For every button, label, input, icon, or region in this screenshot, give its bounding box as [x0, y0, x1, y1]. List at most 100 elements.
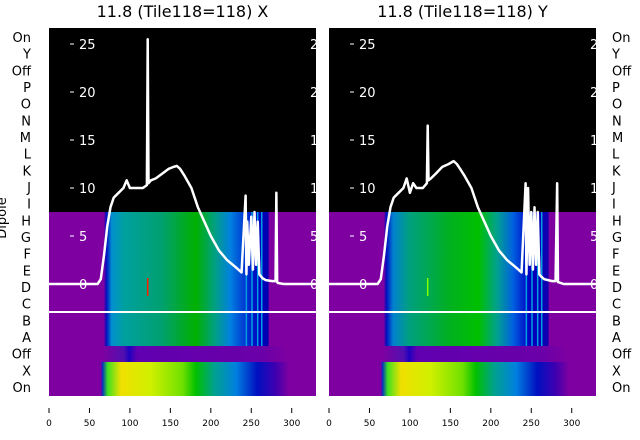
- plot-background: [329, 28, 596, 212]
- y-tick-label: 20: [359, 86, 376, 101]
- heatmap-stripe: [525, 212, 528, 346]
- row-label: D: [21, 281, 31, 296]
- row-label: C: [22, 298, 31, 313]
- row-label: F: [612, 248, 619, 263]
- y-tick-label: 5: [359, 230, 367, 245]
- x-tick-label: 200: [482, 419, 499, 429]
- x-tick-label: 200: [202, 419, 219, 429]
- row-label: On: [13, 381, 31, 396]
- row-label: C: [612, 298, 621, 313]
- plot-background: [49, 28, 316, 212]
- row-label: On: [612, 381, 630, 396]
- row-label: E: [612, 264, 620, 279]
- row-label: I: [27, 198, 31, 213]
- y-tick-label: 25: [79, 38, 96, 53]
- heatmap-stripe: [245, 212, 248, 346]
- row-label: Off: [12, 64, 32, 79]
- y-tick-label: 5: [79, 230, 87, 245]
- row-label: Off: [612, 348, 632, 363]
- row-label: N: [612, 114, 622, 129]
- y-tick-label: 10: [79, 182, 96, 197]
- row-label: G: [21, 231, 31, 246]
- heatmap-antenna-rows: [49, 212, 316, 346]
- chart-title: 11.8 (Tile118=118) X: [97, 2, 269, 21]
- x-tick-label: 300: [563, 419, 580, 429]
- heatmap-stripe: [251, 212, 253, 346]
- y-tick-label-right: 0: [590, 278, 598, 293]
- row-label: Y: [22, 48, 31, 63]
- heatmap-stripe: [536, 212, 539, 346]
- y-tick-label: 25: [359, 38, 376, 53]
- row-label: O: [612, 98, 622, 113]
- heatmap-stripe: [256, 212, 259, 346]
- row-label: Y: [611, 48, 620, 63]
- row-label: On: [612, 31, 630, 46]
- heatmap-on-rows: [49, 362, 316, 396]
- row-label: X: [612, 364, 621, 379]
- x-tick-label: 250: [523, 419, 540, 429]
- y-tick-label-right: 0: [310, 278, 318, 293]
- panel-y: 11.8 (Tile118=118) Y 0 0 5 5 10 10 15 15 20 20 25 25…: [326, 2, 632, 429]
- row-label: K: [22, 164, 31, 179]
- heatmap-off-row: [49, 346, 316, 362]
- row-label: A: [22, 331, 31, 346]
- x-tick-label: 0: [46, 419, 52, 429]
- row-label: L: [24, 148, 32, 163]
- heatmap-antenna-rows: [329, 212, 596, 346]
- heatmap-on-rows: [329, 362, 596, 396]
- y-tick-label-right: 20: [590, 86, 607, 101]
- x-tick-label: 150: [442, 419, 459, 429]
- row-label: F: [24, 248, 31, 263]
- heatmap-off-row: [329, 346, 596, 362]
- row-label: P: [23, 81, 31, 96]
- data-line: [49, 37, 316, 286]
- y-tick-label-right: 15: [590, 134, 607, 149]
- y-tick-label: 20: [79, 86, 96, 101]
- y-axis-label: Dipole: [0, 197, 10, 238]
- row-label: O: [21, 98, 31, 113]
- y-tick-label: 0: [359, 278, 367, 293]
- row-label: M: [20, 131, 31, 146]
- row-label: N: [21, 114, 31, 129]
- heatmap-stripe: [540, 212, 543, 346]
- panel-gap: [316, 20, 329, 400]
- y-tick-label-right: 25: [590, 38, 607, 53]
- y-tick-label: 15: [359, 134, 376, 149]
- x-tick-label: 100: [401, 419, 418, 429]
- row-label: K: [612, 164, 621, 179]
- data-line: [329, 124, 596, 286]
- row-label: P: [612, 81, 620, 96]
- row-label: J: [611, 181, 616, 196]
- panel-x: 11.8 (Tile118=118) X00551010151520202525…: [0, 2, 327, 429]
- row-label: H: [21, 214, 31, 229]
- x-tick-label: 250: [243, 419, 260, 429]
- x-tick-label: 100: [121, 419, 138, 429]
- row-label: B: [612, 314, 621, 329]
- row-label: E: [23, 264, 31, 279]
- y-tick-label: 0: [79, 278, 87, 293]
- y-tick-label-right: 10: [590, 182, 607, 197]
- chart-title: 11.8 (Tile118=118) Y: [377, 2, 548, 21]
- y-tick-label: 10: [359, 182, 376, 197]
- x-tick-label: 50: [84, 419, 96, 429]
- y-tick-label: 15: [79, 134, 96, 149]
- x-tick-label: 50: [364, 419, 376, 429]
- row-label: M: [612, 131, 623, 146]
- row-label: J: [26, 181, 31, 196]
- row-label: On: [13, 31, 31, 46]
- row-label: A: [612, 331, 621, 346]
- heatmap-stripe: [531, 212, 533, 346]
- row-label: I: [612, 198, 616, 213]
- x-tick-label: 300: [283, 419, 300, 429]
- row-label: B: [22, 314, 31, 329]
- y-tick-label-right: 5: [590, 230, 598, 245]
- y-tick-label-right: 5: [310, 230, 318, 245]
- x-tick-label: 150: [162, 419, 179, 429]
- x-tick-label: 0: [326, 419, 332, 429]
- row-label: G: [612, 231, 622, 246]
- row-label: D: [612, 281, 622, 296]
- row-label: Off: [612, 64, 632, 79]
- row-label: H: [612, 214, 622, 229]
- row-label: L: [612, 148, 620, 163]
